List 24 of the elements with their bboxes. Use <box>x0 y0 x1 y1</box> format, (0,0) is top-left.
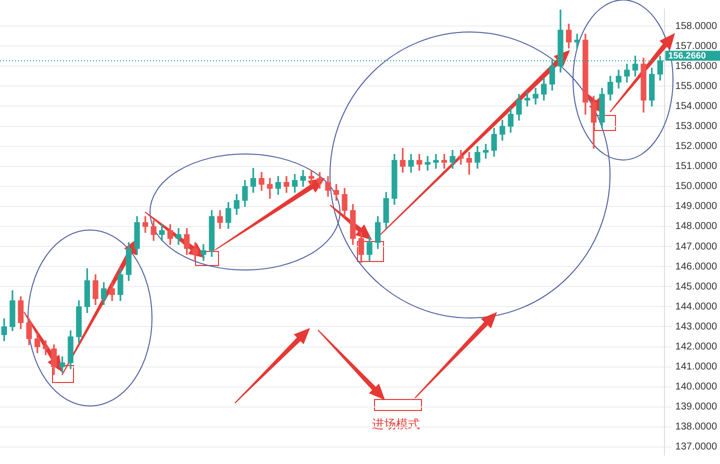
y-tick-label: 157.0000 <box>675 40 718 52</box>
y-tick-label: 141.0000 <box>675 362 718 373</box>
ref-line-label: 156.2660 <box>668 50 706 60</box>
y-tick-label: 153.0000 <box>675 121 718 132</box>
y-tick-label: 138.0000 <box>675 422 718 433</box>
y-tick-label: 143.0000 <box>675 321 718 332</box>
y-tick-label: 139.0000 <box>675 402 718 413</box>
y-tick-label: 155.0000 <box>675 80 718 92</box>
y-tick-label: 152.0000 <box>675 141 718 152</box>
y-tick-label: 146.0000 <box>675 261 718 272</box>
y-tick-label: 145.0000 <box>675 281 718 292</box>
y-tick-label: 148.0000 <box>675 221 718 232</box>
y-tick-label: 158.0000 <box>675 20 718 32</box>
y-tick-label: 151.0000 <box>675 161 718 172</box>
y-tick-label: 147.0000 <box>675 241 718 252</box>
y-tick-label: 144.0000 <box>675 301 718 312</box>
y-tick-label: 149.0000 <box>675 201 718 212</box>
y-tick-label: 154.0000 <box>675 100 718 112</box>
candlestick <box>433 154 439 169</box>
y-tick-label: 140.0000 <box>675 382 718 393</box>
y-tick-label: 156.0000 <box>675 60 718 72</box>
y-tick-label: 142.0000 <box>675 342 718 353</box>
y-tick-label: 150.0000 <box>675 181 718 192</box>
y-tick-label: 137.0000 <box>675 442 718 453</box>
